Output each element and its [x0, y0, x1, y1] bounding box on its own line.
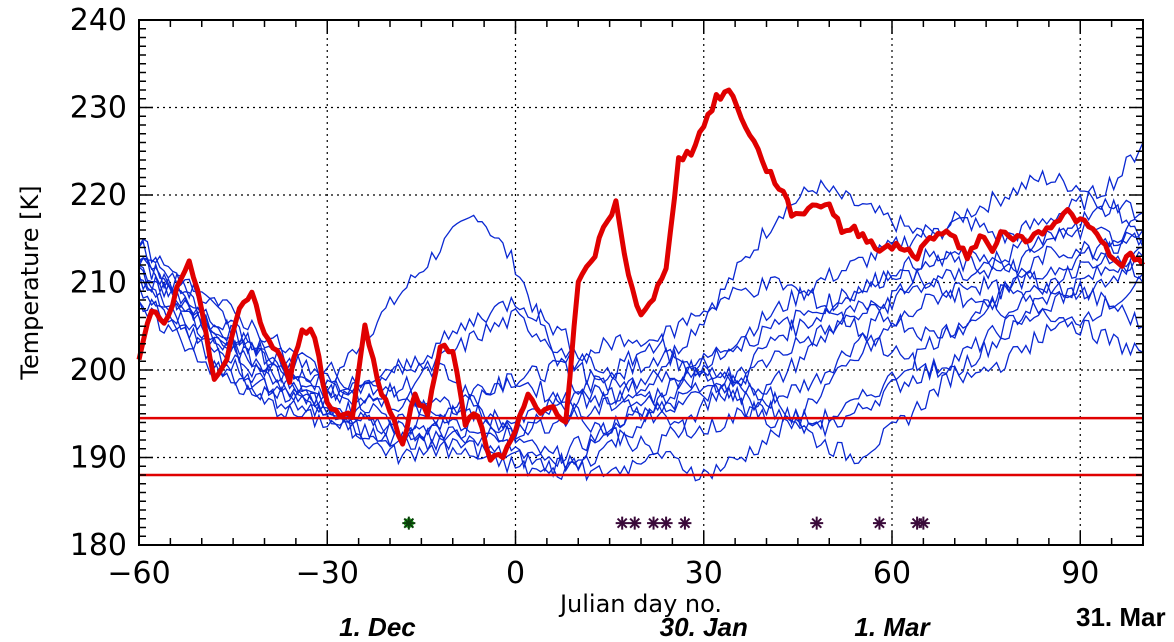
y-axis-title: Temperature [K] — [16, 185, 44, 380]
month-label: 30. Jan — [660, 612, 748, 642]
event-marker — [678, 516, 692, 530]
event-marker — [916, 516, 930, 530]
background-series-line — [138, 240, 1144, 482]
y-tick-label: 180 — [70, 528, 127, 563]
event-marker — [659, 516, 673, 530]
event-markers — [402, 516, 930, 530]
month-label: 1. Mar — [854, 612, 931, 642]
x-tick-label: 60 — [873, 556, 911, 591]
y-tick-label: 240 — [70, 3, 127, 38]
y-tick-label: 210 — [70, 266, 127, 301]
marker-stroke — [648, 517, 659, 529]
y-tick-label: 220 — [70, 178, 127, 213]
background-series-line — [138, 256, 1144, 466]
background-series-group — [138, 142, 1144, 482]
month-label: 1. Dec — [339, 612, 416, 642]
background-series-line — [138, 221, 1144, 413]
x-tick-label: 0 — [506, 556, 525, 591]
marker-stroke — [679, 517, 691, 529]
marker-stroke — [811, 517, 823, 529]
highlight-series-group — [136, 87, 1146, 463]
event-marker — [615, 516, 629, 530]
x-axis-title: Julian day no. — [558, 590, 722, 618]
month-label: 31. Mar — [1076, 602, 1166, 632]
background-series-line — [138, 256, 1144, 430]
event-marker — [872, 516, 886, 530]
x-tick-label: −30 — [296, 556, 359, 591]
marker-stroke — [874, 517, 885, 529]
x-tick-label: 90 — [1061, 556, 1099, 591]
y-tick-label: 230 — [70, 91, 127, 126]
marker-stroke — [660, 517, 672, 529]
x-tick-label: −60 — [107, 556, 170, 591]
green-event-marker — [402, 516, 416, 530]
tick-labels: 180 190 200 210 220 230 240 −60 −30 0 30 60 90 — [70, 3, 1100, 591]
y-tick-label: 200 — [70, 353, 127, 388]
threshold-lines — [139, 416, 1143, 477]
highlight-series-line — [136, 87, 1146, 463]
background-series-line — [138, 169, 1144, 409]
background-series-line — [138, 240, 1144, 439]
background-series-line — [138, 232, 1144, 451]
marker-stroke — [616, 517, 628, 529]
event-marker — [647, 516, 661, 530]
x-tick-label: 30 — [685, 556, 723, 591]
event-marker — [810, 516, 824, 530]
y-tick-label: 190 — [70, 441, 127, 476]
axes-frame — [138, 19, 1144, 546]
background-series-line — [138, 238, 1144, 439]
marker-stroke — [629, 517, 641, 529]
marker-stroke — [403, 517, 415, 529]
marker-stroke — [918, 517, 929, 529]
event-marker — [628, 516, 642, 530]
background-series-line — [138, 218, 1144, 481]
month-labels: 1. Dec 30. Jan 1. Mar 31. Mar — [339, 602, 1165, 642]
background-series-line — [138, 251, 1144, 479]
background-series-line — [138, 198, 1144, 482]
